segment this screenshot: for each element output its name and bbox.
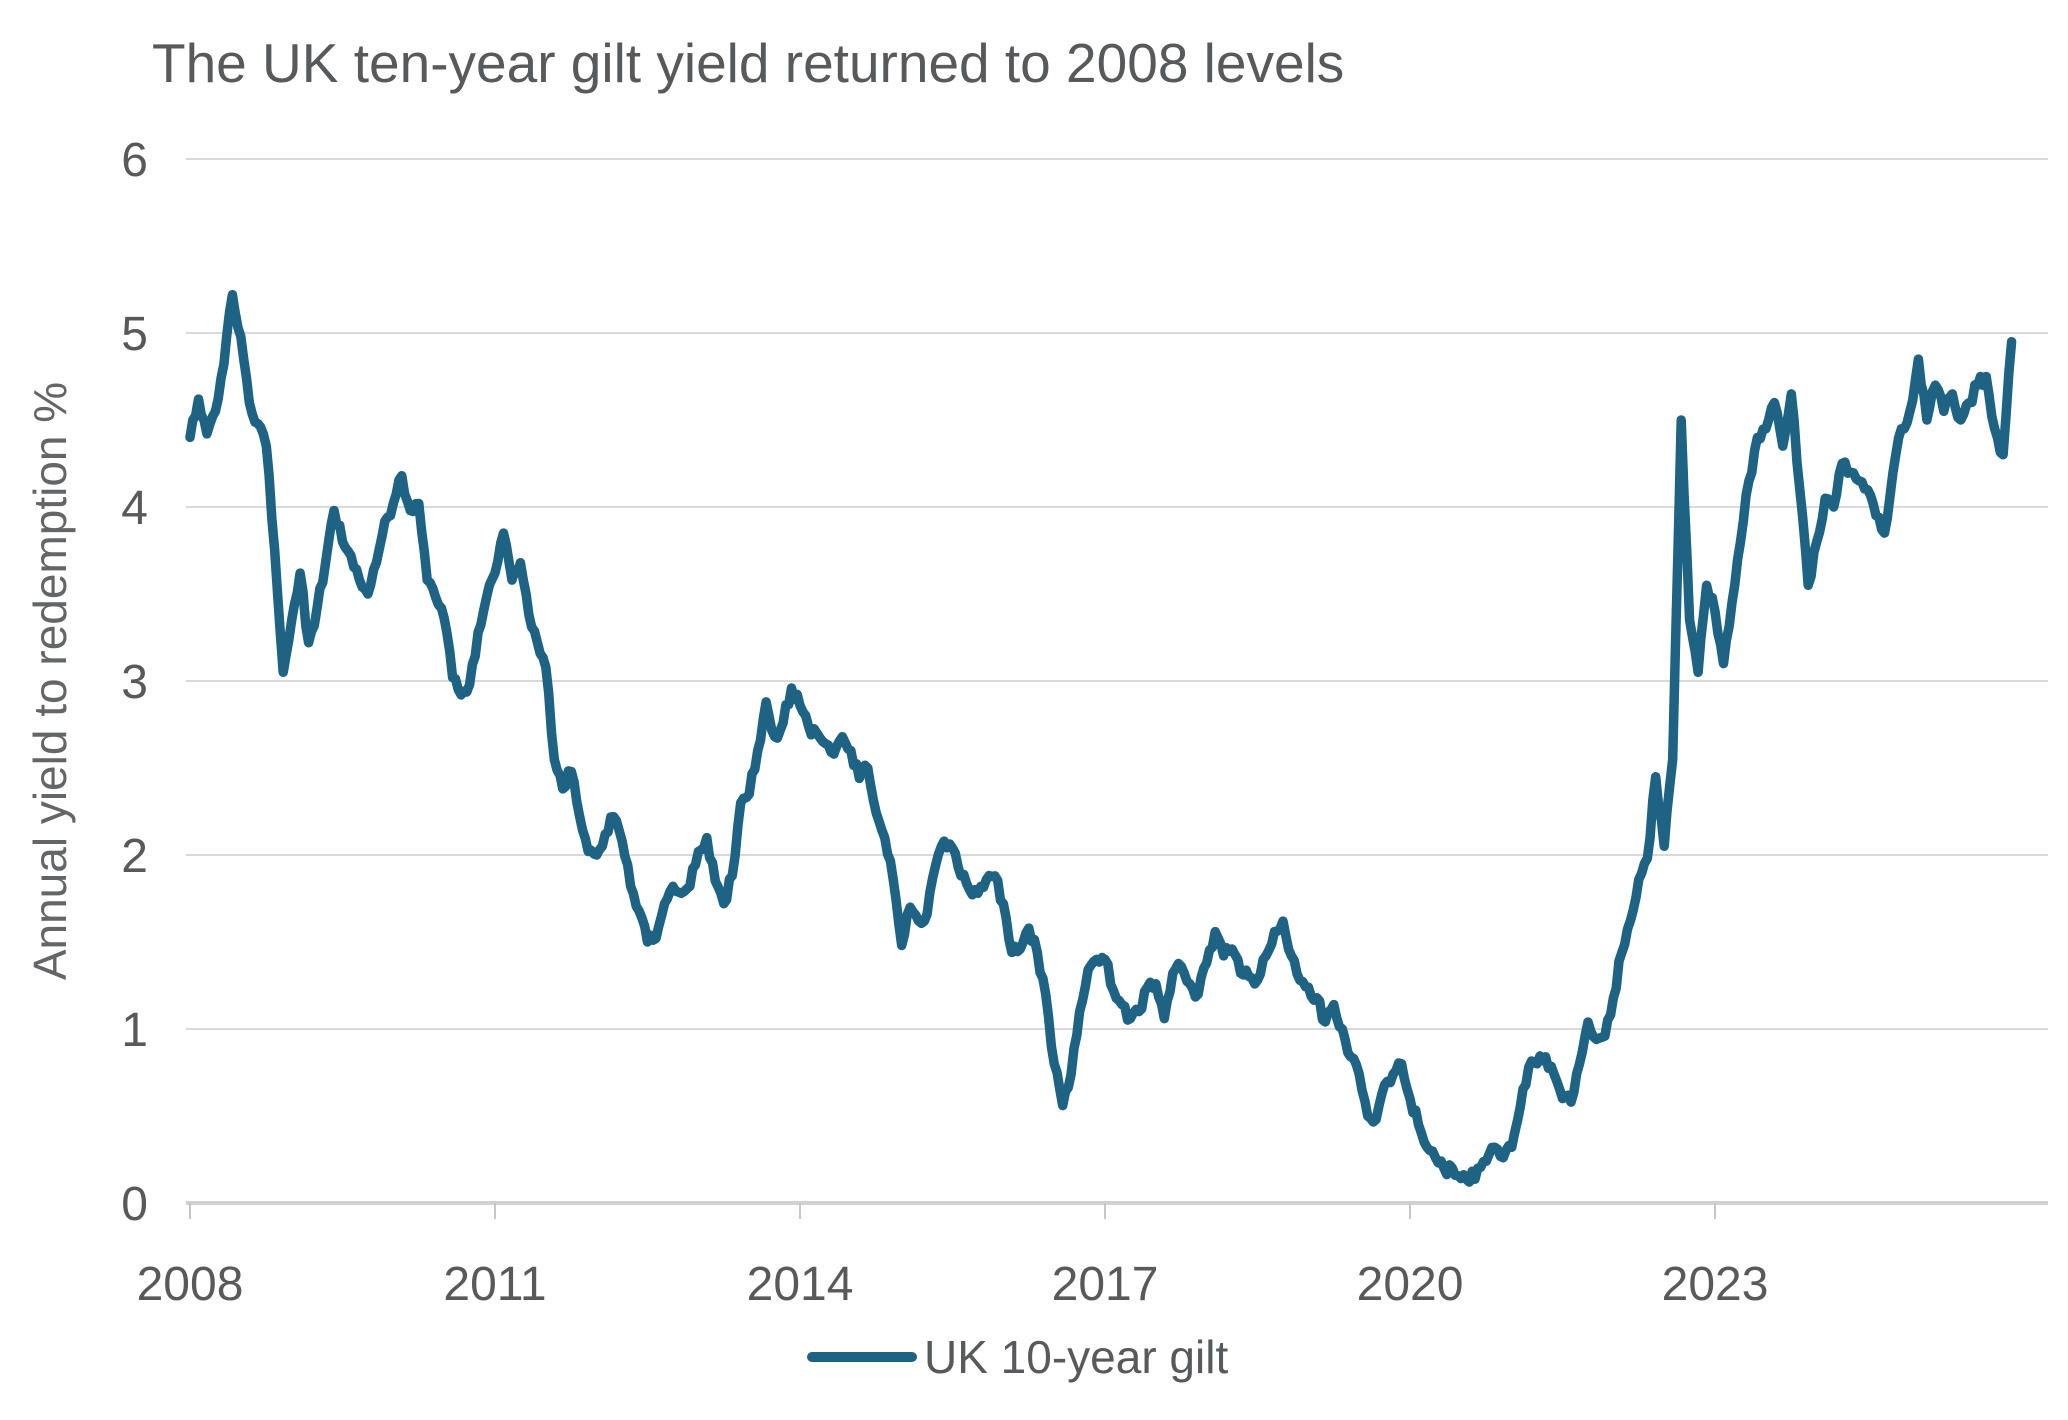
x-tick-label-2023: 2023 (1662, 1258, 1769, 1311)
y-tick-label-6: 6 (121, 134, 148, 187)
x-tick-label-2014: 2014 (747, 1258, 854, 1311)
y-tick-label-0: 0 (121, 1178, 148, 1231)
legend-label: UK 10-year gilt (924, 1331, 1228, 1383)
x-tick-label-2011: 2011 (443, 1258, 546, 1311)
x-tick-label-2020: 2020 (1357, 1258, 1464, 1311)
chart-title: The UK ten-year gilt yield returned to 2… (152, 32, 1344, 94)
y-tick-label-1: 1 (121, 1004, 148, 1057)
legend: UK 10-year gilt (807, 1331, 1228, 1383)
gridlines (186, 158, 2048, 1030)
x-tick-label-2008: 2008 (137, 1258, 244, 1311)
y-axis-tick-labels: 0 1 2 3 4 5 6 (121, 134, 148, 1231)
series-line-uk-10-year-gilt (185, 289, 2017, 1187)
y-axis-title: Annual yield to redemption % (24, 382, 76, 980)
y-tick-label-3: 3 (121, 656, 148, 709)
y-tick-label-4: 4 (121, 482, 148, 535)
x-axis-tick-labels: 2008 2011 2014 2017 2020 2023 (137, 1258, 1769, 1311)
y-tick-label-2: 2 (121, 830, 148, 883)
y-tick-label-5: 5 (121, 308, 148, 361)
x-tick-label-2017: 2017 (1052, 1258, 1159, 1311)
x-axis-tick-marks (189, 1203, 1717, 1219)
